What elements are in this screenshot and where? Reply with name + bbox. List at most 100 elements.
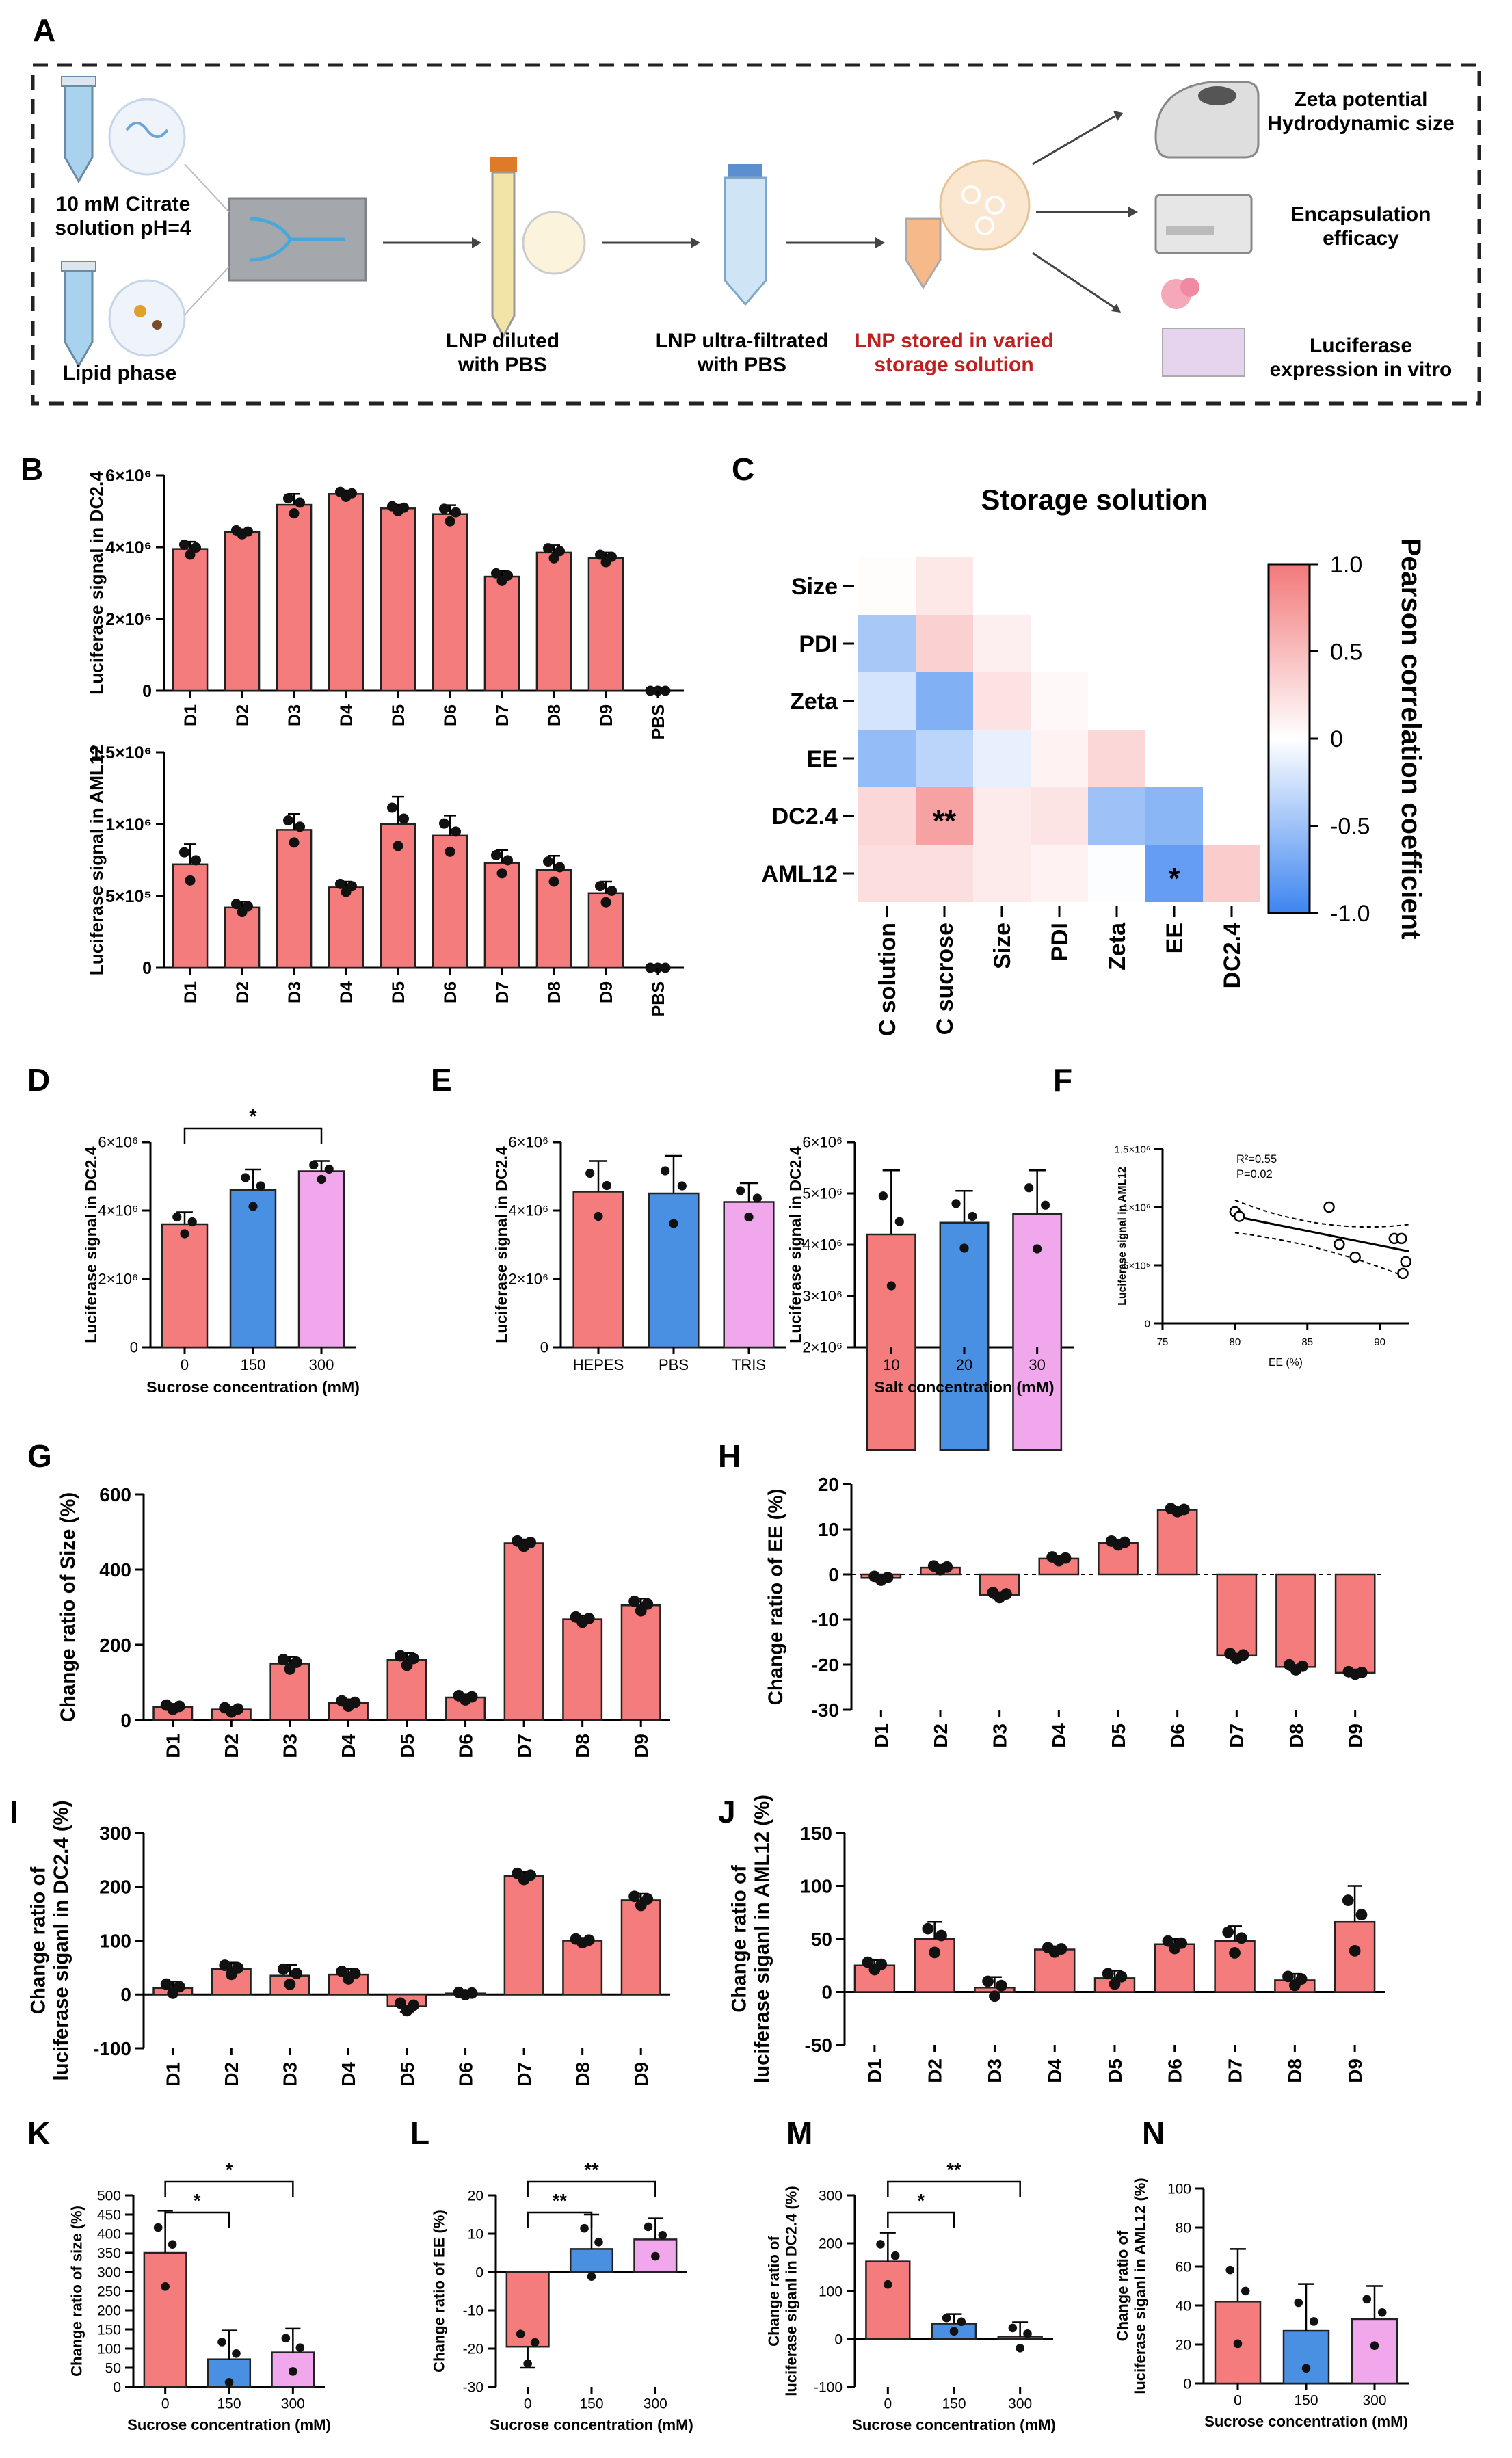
x-axis-label: Sucrose concentration (mM)	[852, 2416, 1056, 2433]
bar	[229, 1189, 277, 1349]
y-tick-label: 400	[99, 1559, 131, 1581]
data-point	[347, 881, 358, 892]
colorbar-tick-label: -0.5	[1330, 814, 1370, 840]
y-axis-label: Luciferase signal in DC2.4	[786, 1146, 804, 1343]
panel-letter-a: A	[33, 12, 55, 48]
heatmap-cell	[973, 787, 1031, 845]
y-axis-label: Luciferase signal in AML12	[1117, 1167, 1128, 1306]
data-point	[243, 526, 254, 537]
data-point	[466, 1987, 478, 1999]
panel-letter-n: N	[1142, 2115, 1165, 2151]
arrow-to-luc	[1032, 252, 1115, 309]
bar	[535, 551, 572, 692]
data-point	[173, 1981, 185, 1993]
y-axis-label: Change ratio of	[1114, 2230, 1131, 2341]
x-tick-label: D1	[181, 704, 200, 726]
panel-letter-d: D	[27, 1062, 50, 1098]
bar	[569, 2248, 614, 2273]
heatmap-cell	[916, 787, 973, 845]
luciferase-label-2: expression in vitro	[1270, 358, 1453, 381]
bar	[1351, 2318, 1398, 2385]
y-axis-label: luciferase siganl in DC2.4 (%)	[50, 1801, 72, 2081]
bar	[866, 1233, 916, 1451]
x-tick-label: D5	[397, 2062, 418, 2087]
panel-letter-k: K	[27, 2115, 50, 2151]
x-tick-label: D9	[1344, 2059, 1366, 2083]
data-point	[217, 2338, 226, 2347]
data-point	[736, 1186, 745, 1195]
data-point	[289, 508, 300, 519]
significance-star: **	[584, 2159, 599, 2180]
stored-tube-icon	[905, 217, 942, 289]
citrate-label-2: solution pH=4	[55, 217, 191, 239]
data-point	[1023, 2329, 1032, 2338]
x-tick-label: D5	[389, 981, 408, 1003]
significance-bracket	[527, 2211, 593, 2228]
y-tick-label: 10	[818, 1519, 839, 1540]
data-point	[490, 849, 501, 860]
data-point	[878, 1191, 888, 1201]
data-point	[490, 568, 501, 579]
y-axis-label: Change ratio of	[27, 1867, 50, 2015]
heatmap-cell	[973, 672, 1031, 730]
data-point	[951, 1199, 961, 1208]
panel-letter-h: H	[718, 1438, 741, 1474]
data-point	[349, 1968, 361, 1979]
x-tick-label: D4	[337, 704, 356, 726]
ultrafilter-tube-icon	[724, 176, 767, 306]
x-tick-label: D3	[984, 2059, 1005, 2083]
y-tick-label: 150	[800, 1823, 832, 1844]
lipid-dot-icon	[134, 305, 146, 317]
schematic-box	[31, 63, 1481, 406]
y-tick-label: 4×10⁶	[98, 1202, 138, 1219]
data-point	[1355, 1909, 1368, 1921]
data-point	[172, 1212, 182, 1222]
data-point	[881, 1572, 894, 1583]
x-tick-label: D4	[337, 981, 356, 1003]
data-point	[438, 503, 449, 514]
chart-n: 0 20 40 60 80 100 Change ratio of luciferase si…	[1114, 2178, 1409, 2430]
encapsulation-label-2: efficacy	[1323, 227, 1399, 250]
heatmap-cell	[916, 845, 973, 902]
y-tick-label: 1×10⁶	[1123, 1202, 1150, 1213]
data-point	[282, 493, 293, 504]
x-axis-label: Sucrose concentration (mM)	[1204, 2413, 1408, 2430]
data-point	[282, 815, 293, 826]
y-tick-label: -10	[463, 2303, 483, 2318]
x-tick-label: 150	[1294, 2393, 1318, 2409]
x-tick-label: PBS	[649, 981, 668, 1016]
y-tick-label: 60	[1176, 2259, 1191, 2275]
y-tick-label: 350	[97, 2245, 121, 2261]
y-tick-label: 5×10⁵	[105, 887, 152, 906]
heatmap-col-label: DC2.4	[1219, 923, 1245, 988]
y-tick-label: -20	[463, 2341, 483, 2357]
y-tick-label: 300	[99, 1823, 131, 1844]
data-point	[284, 1978, 296, 1990]
y-tick-label: 200	[99, 1877, 131, 1898]
data-point	[395, 1650, 406, 1662]
y-tick-label: -100	[93, 2038, 131, 2059]
y-tick-label: 2×10⁶	[105, 610, 152, 629]
data-point	[1109, 1978, 1121, 1990]
heatmap-cell	[858, 787, 916, 845]
lnp-particle-icon	[985, 196, 1005, 215]
significance-bracket	[164, 2180, 294, 2197]
x-tick-label: D5	[1104, 2059, 1126, 2083]
data-point	[178, 847, 189, 858]
x-tick-label: D6	[441, 704, 460, 726]
y-tick-label: 4×10⁶	[802, 1237, 843, 1254]
data-point	[1294, 2298, 1303, 2308]
diluted-label-1: LNP diluted	[446, 330, 559, 352]
heatmap-col-label: Zeta	[1104, 922, 1130, 970]
y-tick-label: 300	[97, 2264, 121, 2280]
bar	[633, 2238, 678, 2273]
y-axis-label: luciferase siganl in AML12 (%)	[751, 1795, 773, 2083]
data-point	[289, 2367, 297, 2376]
luciferase-label-1: Luciferase	[1310, 334, 1412, 357]
y-tick-label: 3×10⁶	[802, 1288, 843, 1305]
data-point	[890, 2251, 900, 2260]
data-point	[530, 2338, 540, 2347]
x-tick-label: D1	[163, 2062, 184, 2087]
y-tick-label: 0	[120, 1710, 131, 1731]
data-point	[1301, 2364, 1311, 2373]
